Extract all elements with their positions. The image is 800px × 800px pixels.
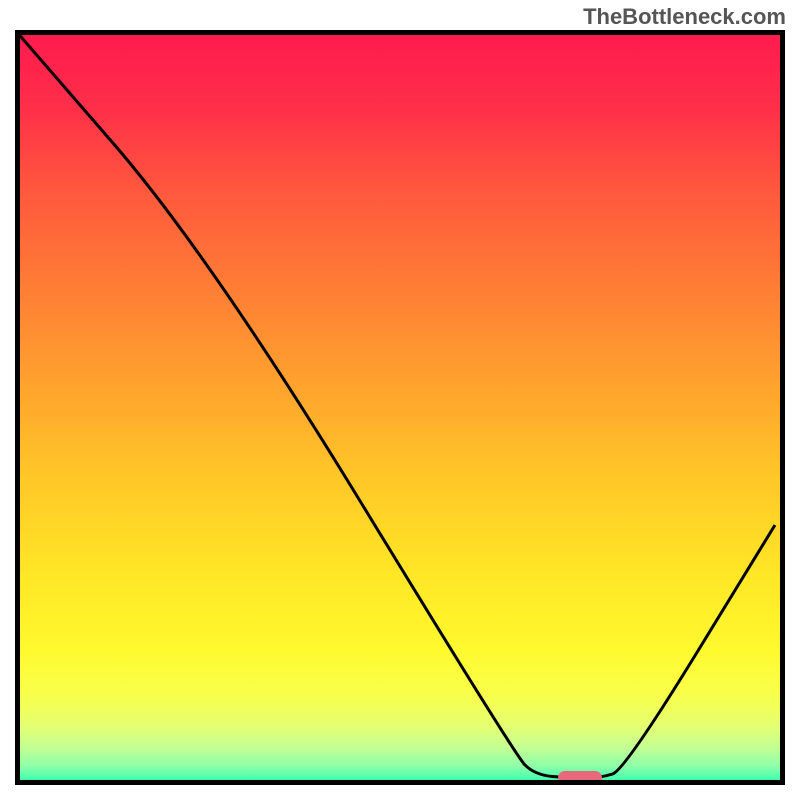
optimal-marker xyxy=(558,771,602,785)
curve-line xyxy=(15,30,785,785)
watermark-text: TheBottleneck.com xyxy=(583,4,786,30)
plot-area xyxy=(15,30,785,785)
chart-container: TheBottleneck.com xyxy=(0,0,800,800)
bottleneck-curve xyxy=(15,30,775,778)
